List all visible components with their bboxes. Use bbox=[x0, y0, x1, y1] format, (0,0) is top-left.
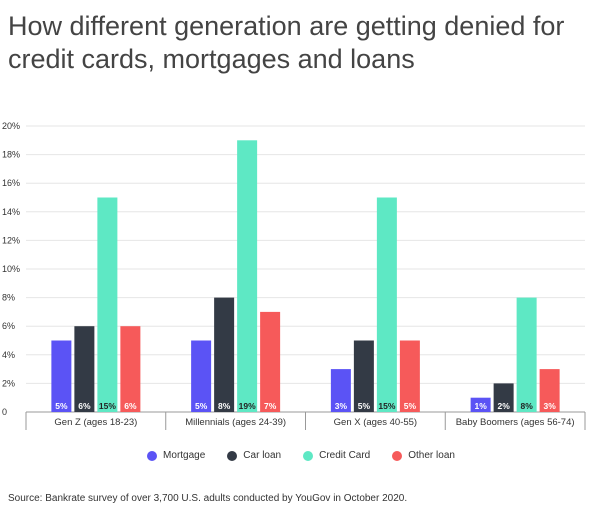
source-note: Source: Bankrate survey of over 3,700 U.… bbox=[8, 493, 408, 504]
data-label: 5% bbox=[358, 401, 371, 411]
data-label: 5% bbox=[195, 401, 208, 411]
y-tick-label: 2% bbox=[2, 378, 15, 388]
data-label: 15% bbox=[99, 401, 116, 411]
legend-swatch bbox=[392, 450, 403, 461]
data-label: 5% bbox=[404, 401, 417, 411]
chart-legend: Mortgage Car loan Credit Card Other loan bbox=[0, 450, 602, 461]
legend-item: Mortgage bbox=[147, 450, 205, 461]
x-tick-label: Millennials (ages 24-39) bbox=[185, 417, 286, 428]
bar bbox=[237, 140, 258, 413]
legend-item: Credit Card bbox=[303, 450, 370, 461]
data-label: 3% bbox=[543, 401, 556, 411]
x-tick-label: Baby Boomers (ages 56-74) bbox=[456, 417, 575, 428]
bar bbox=[330, 369, 351, 412]
legend-swatch bbox=[227, 450, 238, 461]
bar bbox=[376, 197, 397, 412]
bar bbox=[260, 311, 281, 412]
chart-title: How different generation are getting den… bbox=[8, 11, 565, 74]
legend-swatch bbox=[303, 450, 314, 461]
legend-label: Other loan bbox=[408, 450, 455, 461]
y-tick-label: 20% bbox=[2, 121, 20, 131]
bar bbox=[120, 326, 141, 412]
data-label: 2% bbox=[497, 401, 510, 411]
y-tick-label: 10% bbox=[2, 264, 20, 274]
legend-item: Other loan bbox=[392, 450, 455, 461]
bar bbox=[353, 340, 374, 412]
bar bbox=[516, 297, 537, 412]
bar-chart: 0 2% 4% 6% 8% 10% 12% 14% 16% 18% 20% 5% 6% 15% 6% Gen … bbox=[2, 121, 586, 430]
y-tick-label: 18% bbox=[2, 150, 20, 160]
x-tick-label: Gen Z (ages 18-23) bbox=[54, 417, 137, 428]
y-tick-label: 8% bbox=[2, 293, 15, 303]
y-tick-label: 14% bbox=[2, 207, 20, 217]
data-label: 6% bbox=[124, 401, 137, 411]
y-tick-label: 4% bbox=[2, 350, 15, 360]
bar bbox=[97, 197, 118, 412]
data-label: 15% bbox=[378, 401, 395, 411]
bar bbox=[493, 383, 514, 412]
data-label: 8% bbox=[218, 401, 231, 411]
data-label: 1% bbox=[474, 401, 487, 411]
bar bbox=[214, 297, 235, 412]
data-label: 3% bbox=[335, 401, 348, 411]
legend-label: Car loan bbox=[243, 450, 282, 461]
x-tick-label: Gen X (ages 40-55) bbox=[334, 417, 417, 428]
data-label: 6% bbox=[78, 401, 91, 411]
bar bbox=[191, 340, 212, 412]
data-label: 19% bbox=[239, 401, 256, 411]
y-tick-label: 6% bbox=[2, 321, 15, 331]
legend-item: Car loan bbox=[227, 450, 281, 461]
data-label: 5% bbox=[55, 401, 68, 411]
bar bbox=[470, 397, 491, 412]
y-tick-label: 12% bbox=[2, 235, 20, 245]
bar bbox=[74, 326, 95, 412]
bar bbox=[51, 340, 72, 412]
y-tick-label: 0 bbox=[2, 407, 7, 417]
bar bbox=[399, 340, 420, 412]
bar bbox=[539, 369, 560, 412]
data-label: 8% bbox=[520, 401, 533, 411]
legend-label: Credit Card bbox=[319, 450, 371, 461]
legend-swatch bbox=[147, 450, 158, 461]
data-label: 7% bbox=[264, 401, 277, 411]
legend-label: Mortgage bbox=[163, 450, 206, 461]
y-tick-label: 16% bbox=[2, 178, 20, 188]
